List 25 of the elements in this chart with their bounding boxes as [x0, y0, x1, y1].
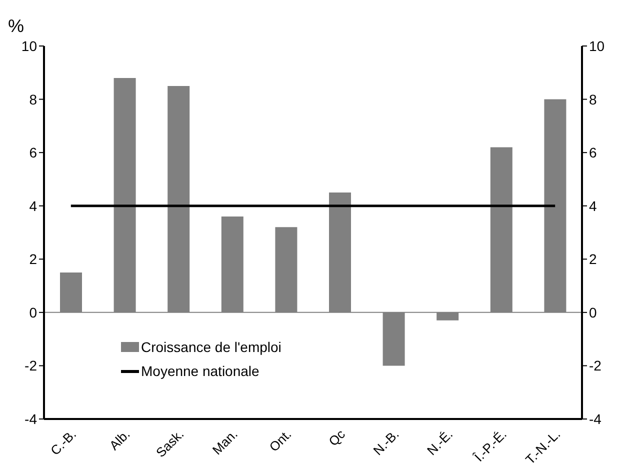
x-tick-label: N.-B.: [370, 426, 402, 458]
x-tick-label: Alb.: [106, 426, 133, 453]
y-tick-label: 6: [29, 144, 38, 161]
y2-tick-label: 8: [589, 91, 597, 108]
y-axis-title: %: [8, 16, 24, 37]
y2-tick-label: 0: [589, 304, 597, 320]
y-tick-label: 2: [29, 251, 38, 268]
x-tick-label: C.-B.: [47, 426, 80, 458]
x-tick-label: Qc: [326, 426, 348, 449]
y2-tick-label: 2: [589, 251, 597, 268]
y-tick-label: 10: [21, 38, 38, 54]
y-tick-label: 4: [29, 198, 38, 214]
x-tick-label: Man.: [209, 426, 240, 458]
y2-tick-label: -4: [589, 410, 602, 427]
legend-label: Croissance de l'emploi: [141, 339, 282, 355]
legend-label: Moyenne nationale: [141, 363, 260, 379]
y2-tick-label: 4: [589, 198, 597, 214]
y-tick-label: -4: [24, 410, 38, 427]
y-tick-label: -2: [24, 358, 38, 374]
y2-tick-label: 10: [589, 38, 605, 54]
y-tick-label: 8: [29, 91, 38, 108]
y2-tick-label: 6: [589, 144, 597, 161]
y2-tick-label: -2: [589, 358, 602, 374]
x-tick-label: Ont.: [266, 426, 294, 454]
y-tick-label: 0: [29, 304, 38, 320]
